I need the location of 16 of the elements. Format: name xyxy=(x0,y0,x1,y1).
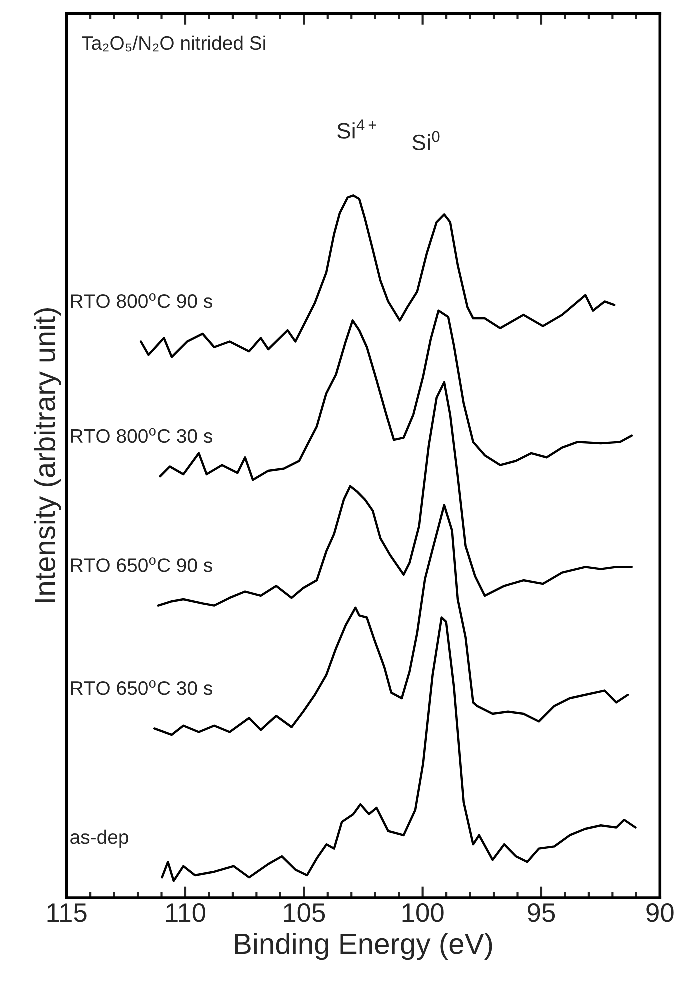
text: Si$^{0}$ xyxy=(412,131,440,151)
x-tick-label: 105 xyxy=(284,904,326,922)
x-tick-label: 90 xyxy=(646,904,674,922)
text: as-dep xyxy=(70,830,128,848)
x-axis-title: Binding Energy (eV) xyxy=(235,932,492,960)
series-label: RTO 800$^{o}$C 30 s xyxy=(71,428,212,444)
y-axis-title: Intensity (arbitrary unit) xyxy=(34,308,62,602)
series-label: RTO 650$^{o}$C 30 s xyxy=(71,680,212,696)
x-tick-label: 115 xyxy=(48,904,87,922)
x-tick-label: 110 xyxy=(166,904,206,922)
series-label: RTO 650$^{o}$C 90 s xyxy=(71,558,212,572)
series-label: RTO 800$^{o}$C 90 s xyxy=(71,294,212,308)
text: Si$^{4+}$ xyxy=(338,120,376,139)
x-tick-label: 95 xyxy=(528,904,556,922)
chart-title: Ta₂O₅/N₂O nitrided Si xyxy=(82,36,266,52)
x-tick-label: 100 xyxy=(402,904,444,922)
